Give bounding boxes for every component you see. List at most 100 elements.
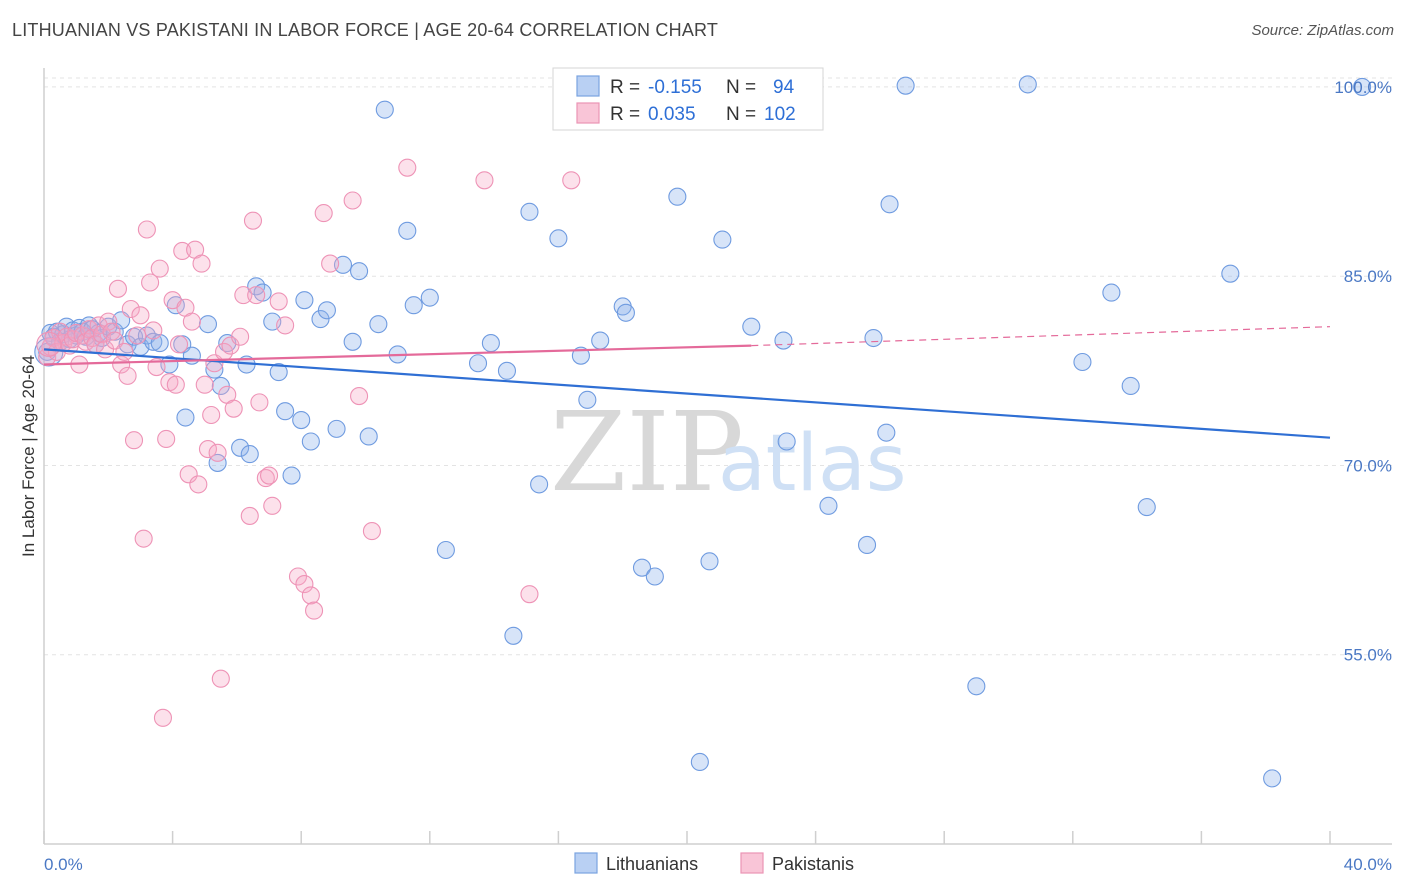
lithuanian-point bbox=[881, 196, 898, 213]
legend-swatch-pakistanis bbox=[577, 103, 599, 123]
legend-n-value-1: 94 bbox=[773, 77, 795, 98]
lithuanian-point bbox=[617, 304, 634, 321]
pakistani-point bbox=[277, 317, 294, 334]
pakistani-point bbox=[270, 293, 287, 310]
lithuanian-point bbox=[1019, 76, 1036, 93]
lithuanian-point bbox=[302, 433, 319, 450]
lithuanian-point bbox=[1222, 265, 1239, 282]
pakistani-point bbox=[135, 530, 152, 547]
legend: R = -0.155 N = 94 R = 0.035 N = 102 bbox=[553, 68, 823, 130]
lithuanian-point bbox=[714, 231, 731, 248]
watermark-zip: ZIP bbox=[550, 388, 744, 516]
pakistani-point bbox=[145, 322, 162, 339]
y-tick-label: 55.0% bbox=[1344, 646, 1392, 665]
lithuanian-point bbox=[318, 302, 335, 319]
lithuanian-point bbox=[1122, 377, 1139, 394]
y-axis-title: In Labor Force | Age 20-64 bbox=[19, 355, 38, 557]
lithuanian-point bbox=[646, 568, 663, 585]
pakistani-point bbox=[167, 376, 184, 393]
lithuanian-point bbox=[775, 332, 792, 349]
pakistani-point bbox=[183, 313, 200, 330]
y-tick-labels: 55.0% 70.0% 85.0% 100.0% bbox=[1334, 78, 1392, 665]
x-tick-label-min: 0.0% bbox=[44, 855, 83, 874]
pakistani-point bbox=[193, 255, 210, 272]
pakistanis-trend-line-extension bbox=[751, 327, 1330, 346]
lithuanian-point bbox=[701, 553, 718, 570]
pakistani-point bbox=[248, 287, 265, 304]
lithuanian-point bbox=[370, 316, 387, 333]
pakistani-point bbox=[261, 467, 278, 484]
legend-swatch-lithuanians bbox=[577, 76, 599, 96]
pakistani-point bbox=[126, 432, 143, 449]
lithuanian-point bbox=[878, 424, 895, 441]
pakistani-point bbox=[322, 255, 339, 272]
lithuanian-point bbox=[592, 332, 609, 349]
scatter-chart: ZIP atlas 55.0%70.0%85.0%100.0% 0.0% 40.… bbox=[0, 0, 1406, 892]
pakistani-point bbox=[344, 192, 361, 209]
lithuanian-point bbox=[865, 330, 882, 347]
pakistani-point bbox=[116, 343, 133, 360]
pakistani-point bbox=[209, 444, 226, 461]
pakistani-point bbox=[563, 172, 580, 189]
lithuanian-point bbox=[778, 433, 795, 450]
pakistani-point bbox=[241, 507, 258, 524]
legend-r-value-1: -0.155 bbox=[648, 77, 702, 98]
lithuanian-point bbox=[199, 316, 216, 333]
lithuanian-point bbox=[376, 101, 393, 118]
lithuanian-point bbox=[531, 476, 548, 493]
legend-n-label-2: N = bbox=[726, 104, 756, 125]
lithuanian-point bbox=[859, 536, 876, 553]
x-tick-label-max: 40.0% bbox=[1344, 855, 1392, 874]
pakistani-point bbox=[476, 172, 493, 189]
x-axis-ticks bbox=[44, 831, 1330, 844]
pakistani-point bbox=[171, 336, 188, 353]
legend-r-label-1: R = bbox=[610, 77, 640, 98]
pakistani-point bbox=[302, 587, 319, 604]
bottom-legend-pakistanis: Pakistanis bbox=[772, 854, 854, 874]
pakistani-point bbox=[129, 327, 146, 344]
pakistani-point bbox=[244, 212, 261, 229]
bottom-legend-swatch-lithuanians bbox=[575, 853, 597, 873]
y-tick-label: 70.0% bbox=[1344, 456, 1392, 475]
bottom-legend-lithuanians: Lithuanians bbox=[606, 854, 698, 874]
lithuanian-point bbox=[1264, 770, 1281, 787]
pakistani-point bbox=[232, 328, 249, 345]
pakistani-point bbox=[212, 670, 229, 687]
lithuanian-point bbox=[482, 335, 499, 352]
lithuanian-point bbox=[241, 446, 258, 463]
lithuanian-point bbox=[277, 403, 294, 420]
pakistani-point bbox=[306, 602, 323, 619]
y-tick-label: 85.0% bbox=[1344, 267, 1392, 286]
lithuanian-point bbox=[328, 420, 345, 437]
lithuanian-point bbox=[579, 391, 596, 408]
lithuanian-point bbox=[1138, 499, 1155, 516]
pakistani-point bbox=[315, 205, 332, 222]
pakistani-point bbox=[132, 307, 149, 324]
pakistani-point bbox=[138, 221, 155, 238]
lithuanian-point bbox=[360, 428, 377, 445]
pakistani-point bbox=[521, 586, 538, 603]
pakistani-point bbox=[251, 394, 268, 411]
pakistani-point bbox=[190, 476, 207, 493]
bottom-legend-swatch-pakistanis bbox=[741, 853, 763, 873]
legend-n-value-2: 102 bbox=[764, 104, 796, 125]
pakistani-point bbox=[151, 260, 168, 277]
pakistani-point bbox=[264, 497, 281, 514]
lithuanian-point bbox=[1074, 353, 1091, 370]
pakistani-point-cluster bbox=[37, 332, 61, 356]
lithuanian-point bbox=[521, 203, 538, 220]
lithuanian-point bbox=[344, 333, 361, 350]
lithuanian-point bbox=[897, 77, 914, 94]
pakistani-point bbox=[225, 400, 242, 417]
lithuanian-point bbox=[351, 263, 368, 280]
pakistani-point bbox=[158, 430, 175, 447]
bottom-legend: Lithuanians Pakistanis bbox=[575, 853, 854, 874]
pakistani-point bbox=[363, 523, 380, 540]
lithuanian-point bbox=[550, 230, 567, 247]
lithuanian-point bbox=[669, 188, 686, 205]
lithuanian-point bbox=[296, 292, 313, 309]
y-tick-label: 100.0% bbox=[1334, 78, 1392, 97]
lithuanian-point bbox=[691, 753, 708, 770]
lithuanian-point bbox=[177, 409, 194, 426]
pakistani-point bbox=[351, 388, 368, 405]
